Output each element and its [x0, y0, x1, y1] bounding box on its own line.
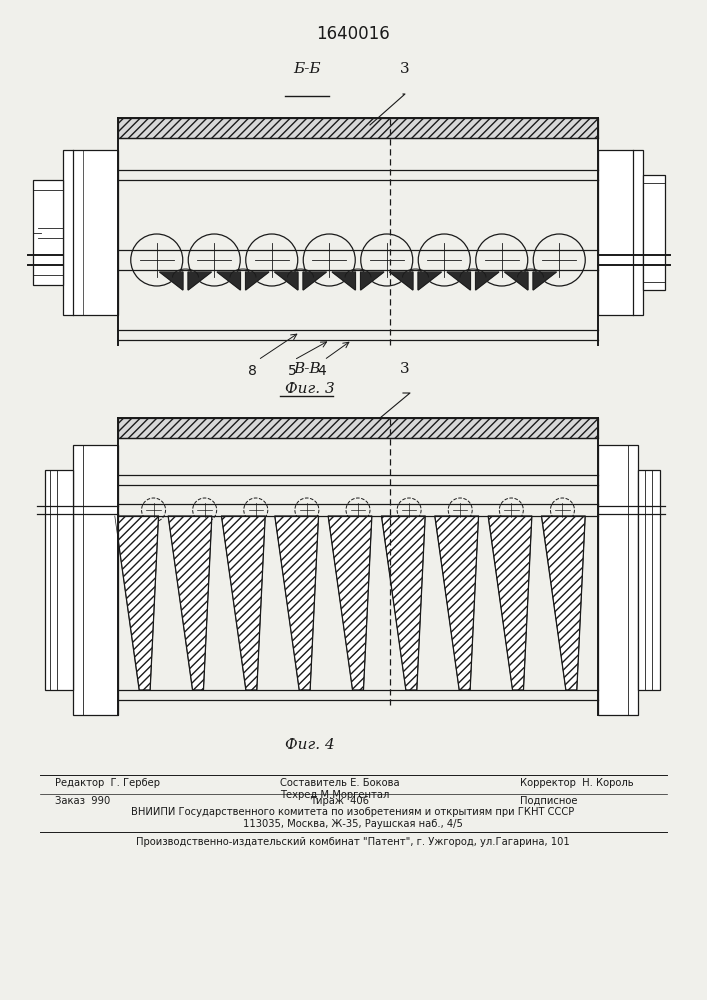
Text: Корректор  Н. Король: Корректор Н. Король: [520, 778, 633, 788]
Polygon shape: [488, 516, 532, 690]
Polygon shape: [160, 272, 183, 290]
Bar: [63, 150, 118, 315]
Text: Фиг. 4: Фиг. 4: [285, 738, 335, 752]
Polygon shape: [542, 516, 585, 690]
Bar: [118, 118, 598, 138]
Text: 8: 8: [247, 364, 257, 378]
Bar: [33, 180, 63, 285]
Text: Техред М.Моргентал: Техред М.Моргентал: [280, 790, 390, 800]
Text: 1640016: 1640016: [316, 25, 390, 43]
Polygon shape: [275, 516, 319, 690]
Polygon shape: [382, 516, 425, 690]
Text: Производственно-издательский комбинат "Патент", г. Ужгород, ул.Гагарина, 101: Производственно-издательский комбинат "П…: [136, 837, 570, 847]
Polygon shape: [505, 272, 528, 290]
Text: 3: 3: [400, 362, 409, 376]
Bar: [45, 470, 73, 690]
Bar: [638, 470, 660, 690]
Text: Фиг. 3: Фиг. 3: [285, 382, 335, 396]
Text: 4: 4: [317, 364, 327, 378]
Polygon shape: [533, 272, 556, 290]
Polygon shape: [418, 272, 441, 290]
Polygon shape: [332, 272, 356, 290]
Bar: [598, 150, 643, 315]
Text: ВНИИПИ Государственного комитета по изобретениям и открытиям при ГКНТ СССР: ВНИИПИ Государственного комитета по изоб…: [132, 807, 575, 817]
Bar: [118, 418, 598, 438]
Text: Тираж  406: Тираж 406: [310, 796, 369, 806]
Polygon shape: [435, 516, 479, 690]
Polygon shape: [303, 272, 327, 290]
Polygon shape: [361, 272, 384, 290]
Polygon shape: [447, 272, 470, 290]
Polygon shape: [245, 272, 269, 290]
Polygon shape: [274, 272, 298, 290]
Polygon shape: [328, 516, 372, 690]
Text: Заказ  990: Заказ 990: [55, 796, 110, 806]
Polygon shape: [168, 516, 212, 690]
Text: 3: 3: [400, 62, 409, 76]
Bar: [598, 445, 638, 715]
Text: Редактор  Г. Гербер: Редактор Г. Гербер: [55, 778, 160, 788]
Polygon shape: [221, 516, 265, 690]
Text: Составитель Е. Бокова: Составитель Е. Бокова: [280, 778, 399, 788]
Polygon shape: [188, 272, 211, 290]
Bar: [643, 175, 665, 290]
Polygon shape: [476, 272, 499, 290]
Polygon shape: [390, 272, 413, 290]
Bar: [73, 445, 118, 715]
Polygon shape: [115, 516, 158, 690]
Text: В-В: В-В: [293, 362, 321, 376]
Text: 113035, Москва, Ж-35, Раушская наб., 4/5: 113035, Москва, Ж-35, Раушская наб., 4/5: [243, 819, 463, 829]
Text: Подписное: Подписное: [520, 796, 578, 806]
Text: 5: 5: [288, 364, 296, 378]
Text: Б-Б: Б-Б: [293, 62, 321, 76]
Polygon shape: [217, 272, 240, 290]
